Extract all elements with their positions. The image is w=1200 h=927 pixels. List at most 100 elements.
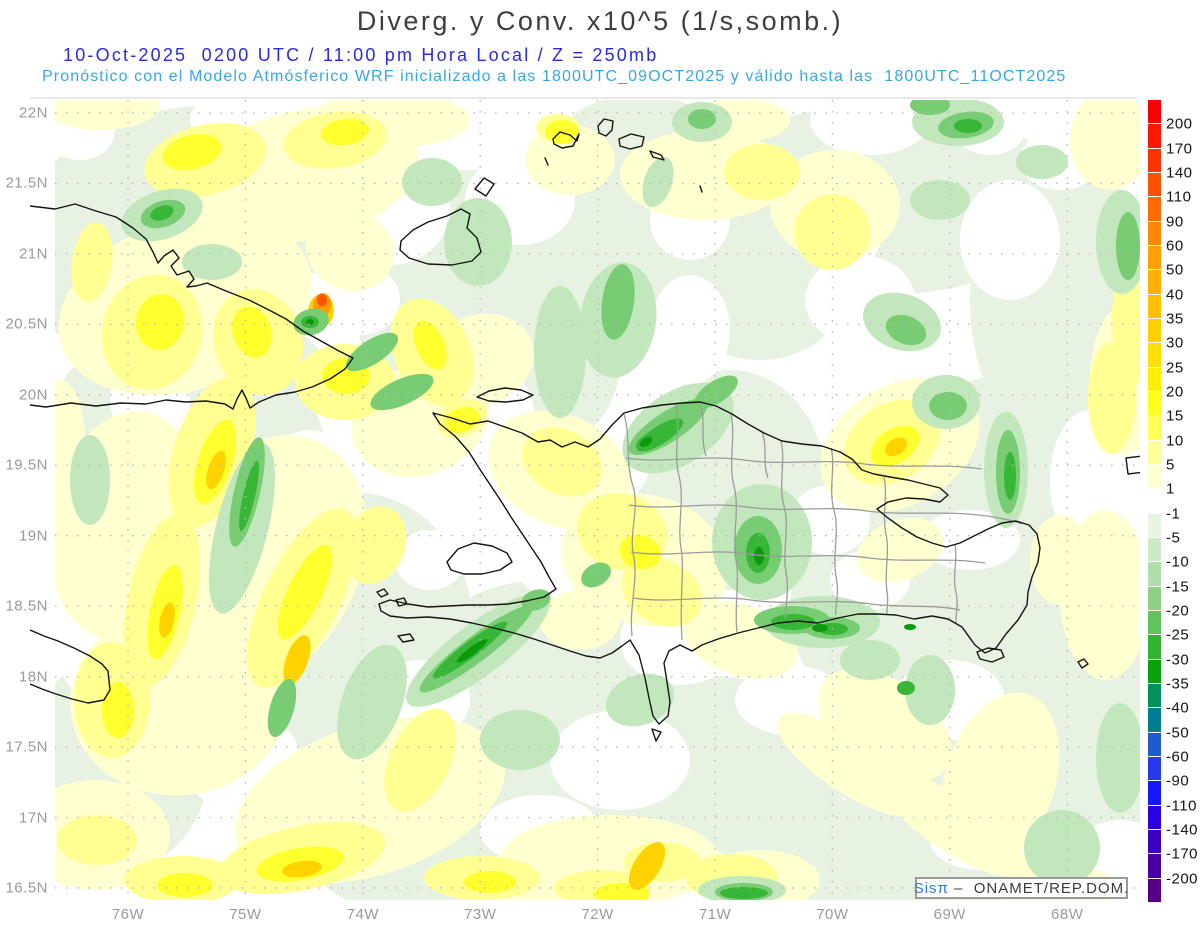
island-east-edge [1125,455,1140,475]
coastline-jamaica [30,629,111,704]
colorbar-segment [1148,757,1161,781]
colorbar-segment [1148,538,1161,562]
lon-tick-label: 74W [346,906,379,923]
colorbar-segment [1148,586,1161,610]
colorbar-label: -60 [1166,748,1190,766]
subtitle-model: Pronóstico con el Modelo Atmósferico WRF… [42,68,1067,85]
colorbar-segment [1148,878,1161,902]
contour-shading [55,100,1140,900]
province-borders [623,402,1023,641]
colorbar-segment [1148,246,1161,270]
credit-badge: Sis π – ONAMET/REP.DOM. [913,877,1130,899]
colorbar-segment [1148,708,1161,732]
colorbar-segment [1148,294,1161,318]
lat-tick-label: 17N [18,809,48,826]
colorbar-label: 90 [1166,213,1184,231]
colorbar-segment [1148,197,1161,221]
lat-tick-label: 20.5N [5,315,48,333]
colorbar-segment [1148,854,1161,878]
colorbar-segment [1148,100,1161,124]
colorbar-segment [1148,732,1161,756]
colorbar-label: 140 [1166,164,1193,182]
colorbar-label: 35 [1166,310,1184,328]
colorbar-label: 30 [1166,334,1184,352]
colorbar-segment [1148,221,1161,245]
colorbar-label: 50 [1166,261,1184,279]
island-beata [651,728,662,742]
colorbar-label: -90 [1166,772,1190,790]
colorbar-label: -20 [1166,602,1190,620]
colorbar-label: -40 [1166,699,1190,717]
colorbar-segment [1148,830,1161,854]
colorbar-label: 15 [1166,407,1184,425]
lat-tick-label: 19N [18,527,48,545]
colorbar-label: -50 [1166,724,1190,742]
island-gonave [446,542,513,575]
pi-symbol: π [937,879,949,897]
colorbar-segment [1148,659,1161,683]
lon-tick-label: 68W [1051,906,1084,923]
island-saona [976,647,1005,663]
lon-tick-label: 71W [698,906,732,923]
colorbar-segment [1148,562,1161,586]
colorbar-label: -140 [1166,821,1199,839]
colorbar-segment [1148,416,1161,440]
lat-tick-label: 19.5N [5,456,48,474]
colorbar-segment [1148,392,1161,416]
colorbar-label: 40 [1166,286,1184,304]
colorbar-segment [1148,270,1161,294]
colorbar-label: 110 [1166,188,1192,206]
colorbar-label: 60 [1166,237,1184,255]
colorbar-segment [1148,440,1161,464]
page-title: Diverg. y Conv. x10^5 (1/s,somb.) [356,6,844,36]
colorbar-label: 170 [1166,140,1193,158]
colorbar-segment [1148,124,1161,148]
colorbar-label: 1 [1166,480,1175,498]
colorbar-segment [1148,805,1161,829]
island-mona [1077,658,1089,669]
colorbar-label: -10 [1166,553,1190,571]
lon-tick-label: 72W [581,906,614,923]
colorbar-label: 25 [1166,359,1184,377]
lat-tick-label: 18.5N [5,597,48,615]
coastline-hispaniola [378,401,1041,725]
lon-tick-label: 73W [464,906,497,923]
credit-text: – ONAMET/REP.DOM. [948,879,1130,897]
lat-tick-label: 21N [18,245,48,263]
coastline-cuba [30,203,354,410]
lat-tick-label: 21.5N [5,174,48,192]
colorbar-label: -170 [1166,845,1199,863]
colorbar-label: 5 [1166,456,1175,474]
colorbar-label: -110 [1166,797,1197,815]
colorbar-label: -35 [1166,675,1190,693]
colorbar-segment [1148,367,1161,391]
lat-tick-label: 20N [18,386,48,404]
islands-turks-caicos [544,118,703,193]
colorbar-segment [1148,489,1161,513]
colorbar-segment [1148,611,1161,635]
island-mayaguana [474,177,495,197]
colorbar-label: -1 [1166,505,1181,523]
credit-brand: Sis [913,879,938,897]
colorbar-label: 10 [1166,432,1184,450]
colorbar-label: -5 [1166,529,1181,547]
colorbar-label: 20 [1166,383,1184,401]
island-small-cays [376,588,415,643]
colorbar-segment [1148,635,1161,659]
lat-tick-label: 16.5N [5,879,48,897]
lat-tick-label: 18N [18,668,48,686]
colorbar-segment [1148,319,1161,343]
lat-tick-label: 22N [18,104,48,122]
colorbar-label: -30 [1166,651,1190,669]
colorbar-label: -200 [1166,870,1199,888]
island-great-inagua [399,208,482,266]
colorbar-segment [1148,343,1161,367]
colorbar-segment [1148,781,1161,805]
lon-tick-label: 75W [229,906,262,923]
colorbar-label: 200 [1166,115,1193,133]
colorbar-label: -15 [1166,578,1190,596]
lon-tick-label: 70W [816,906,849,923]
island-tortue [476,387,534,403]
lon-tick-label: 76W [111,906,145,923]
